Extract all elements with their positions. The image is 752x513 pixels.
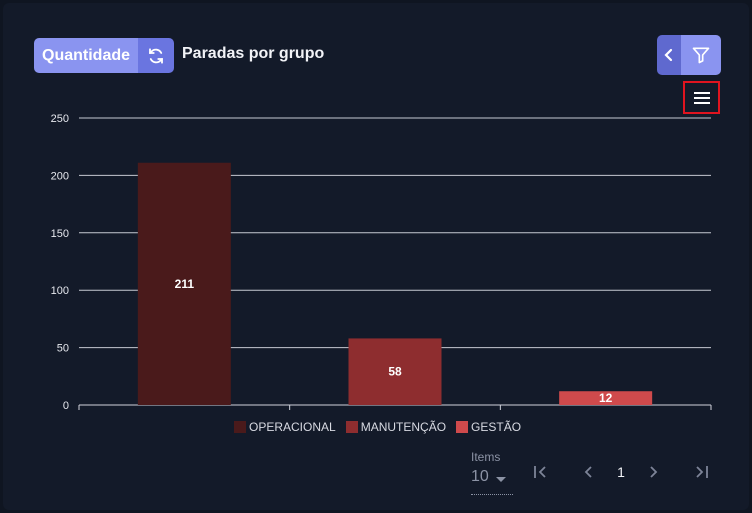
legend-swatch: [234, 421, 246, 433]
data-label: 12: [599, 391, 613, 405]
data-label: 211: [175, 277, 195, 291]
chevron-left-icon[interactable]: [657, 35, 681, 75]
caret-down-icon: [496, 477, 506, 482]
y-tick-label: 150: [51, 228, 69, 240]
legend-item-operacional[interactable]: OPERACIONAL: [234, 420, 336, 434]
legend-swatch: [456, 421, 469, 433]
quantity-label[interactable]: Quantidade: [34, 38, 139, 73]
quantity-toggle[interactable]: Quantidade: [34, 38, 175, 73]
y-tick-label: 0: [63, 400, 69, 412]
bar[interactable]: [348, 338, 442, 405]
legend-swatch: [345, 421, 358, 433]
legend-label: OPERACIONAL: [249, 420, 336, 434]
legend: OPERACIONAL MANUTENÇÃO GESTÃO: [234, 420, 521, 434]
bar[interactable]: [559, 391, 653, 405]
y-axis-ticks: 250 200 150 100 50 0: [51, 113, 69, 412]
data-label: 58: [388, 365, 402, 379]
y-tick-label: 250: [51, 113, 69, 125]
filter-icon[interactable]: [681, 35, 721, 75]
prev-page-icon[interactable]: [578, 461, 600, 483]
last-page-icon[interactable]: [690, 461, 712, 483]
hamburger-menu-icon[interactable]: [683, 81, 720, 114]
refresh-icon[interactable]: [138, 38, 175, 73]
y-tick-label: 200: [51, 170, 69, 182]
page-size-value: 10: [471, 468, 489, 485]
bar[interactable]: [137, 162, 231, 405]
bars: [137, 162, 653, 405]
page-size-select[interactable]: 10: [471, 468, 513, 495]
x-axis: [78, 405, 712, 410]
y-tick-label: 50: [57, 343, 69, 355]
first-page-icon[interactable]: [530, 461, 552, 483]
legend-label: GESTÃO: [471, 420, 522, 434]
chart-card: [3, 3, 749, 510]
current-page[interactable]: 1: [617, 464, 625, 480]
y-tick-label: 100: [51, 285, 69, 297]
legend-label: MANUTENÇÃO: [360, 420, 447, 434]
items-label: Items: [471, 450, 501, 464]
legend-item-gestao[interactable]: GESTÃO: [456, 420, 521, 434]
chart-title: Paradas por grupo: [182, 45, 325, 62]
data-labels: 211 58 12: [175, 277, 613, 405]
legend-item-manutencao[interactable]: MANUTENÇÃO: [345, 420, 447, 434]
next-page-icon[interactable]: [642, 461, 664, 483]
toolbar-group: [657, 35, 721, 75]
